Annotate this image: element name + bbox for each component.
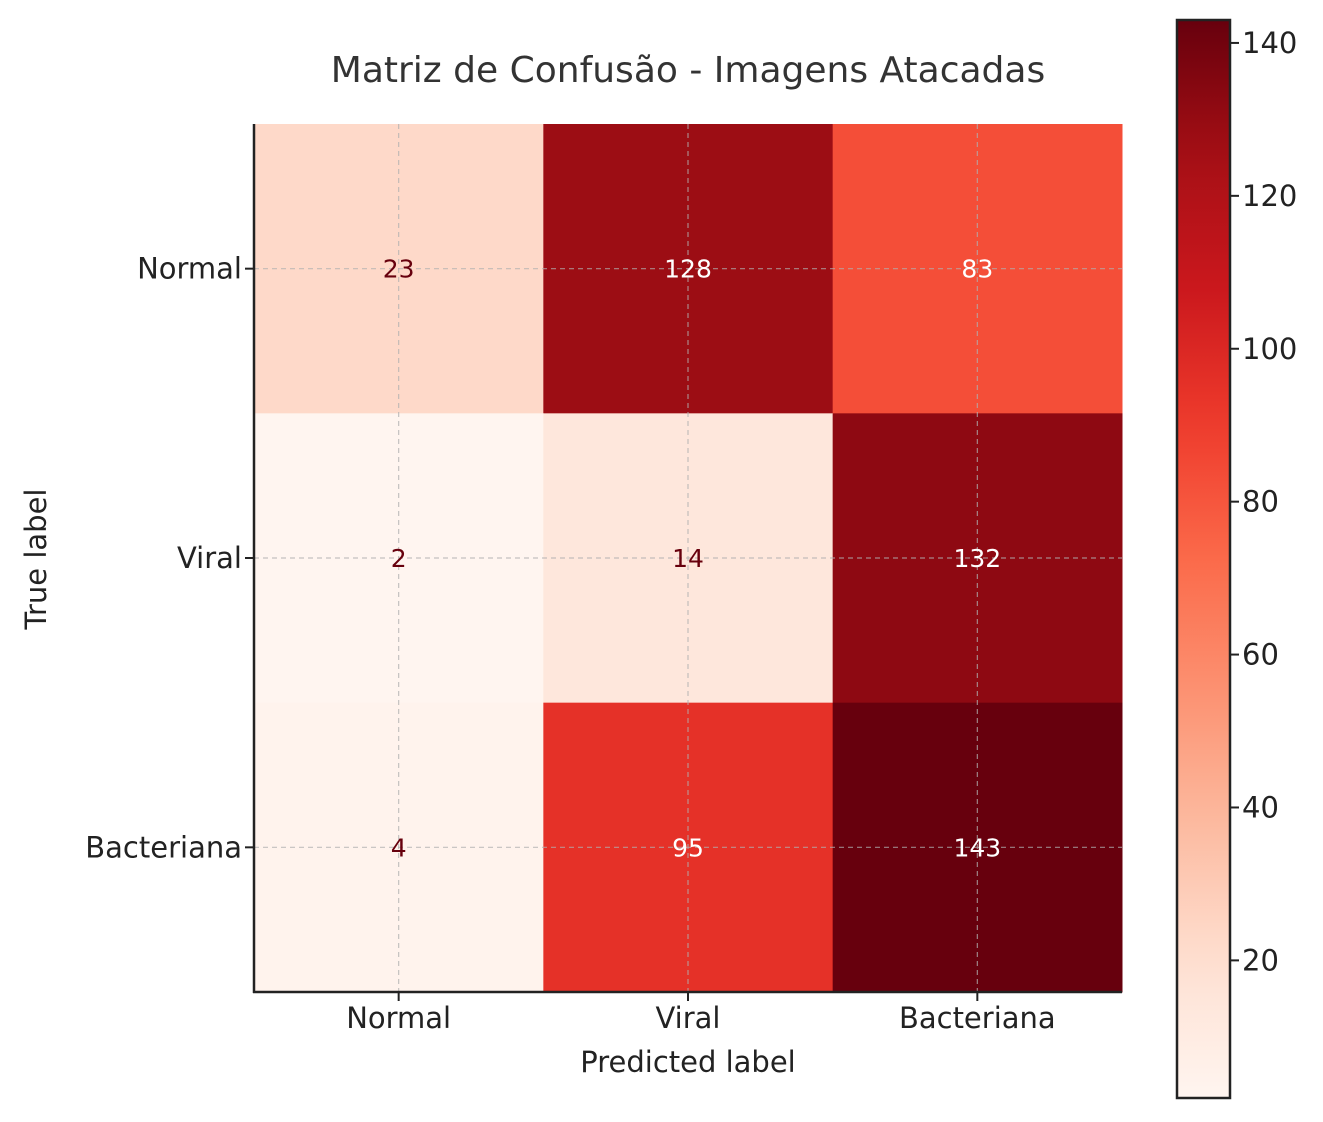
cell-value-labels: 23 128 83 2 14 132 4 95 143 <box>383 255 1001 863</box>
cell-value-label: 128 <box>664 255 712 284</box>
x-tick-label: Viral <box>655 1001 720 1035</box>
colorbar: 20 40 60 80 100 120 140 <box>1175 18 1297 1100</box>
colorbar-tick-label: 60 <box>1242 638 1279 672</box>
colorbar-frame <box>1175 18 1232 1100</box>
cell-value-label: 83 <box>961 255 993 284</box>
x-tick-label: Bacteriana <box>899 1001 1056 1035</box>
axes: Normal Viral Bacteriana Normal Viral Bacteria… <box>85 124 1122 1035</box>
y-axis-label: True label <box>19 489 53 631</box>
cell-value-label: 95 <box>672 833 704 862</box>
y-tick-label: Viral <box>177 541 242 575</box>
colorbar-tick-label: 40 <box>1242 790 1279 824</box>
colorbar-tick-label: 120 <box>1242 179 1297 213</box>
y-tick-label: Bacteriana <box>85 830 242 864</box>
colorbar-tick-label: 140 <box>1242 26 1297 60</box>
colorbar-tick-label: 20 <box>1242 943 1279 977</box>
chart-title: Matriz de Confusão - Imagens Atacadas <box>331 50 1045 91</box>
cell-value-label: 2 <box>391 544 407 573</box>
cell-value-label: 4 <box>391 833 407 862</box>
colorbar-tick-label: 80 <box>1242 485 1279 519</box>
x-axis-label: Predicted label <box>580 1045 796 1079</box>
grid-lines <box>254 124 1122 992</box>
x-tick-label: Normal <box>346 1001 451 1035</box>
colorbar-gradient <box>1177 20 1230 1098</box>
cell-value-label: 23 <box>383 255 415 284</box>
cell-value-label: 143 <box>953 833 1001 862</box>
cell-value-label: 132 <box>953 544 1001 573</box>
cell-value-label: 14 <box>672 544 704 573</box>
colorbar-tick-label: 100 <box>1242 332 1297 366</box>
y-tick-label: Normal <box>137 252 242 286</box>
